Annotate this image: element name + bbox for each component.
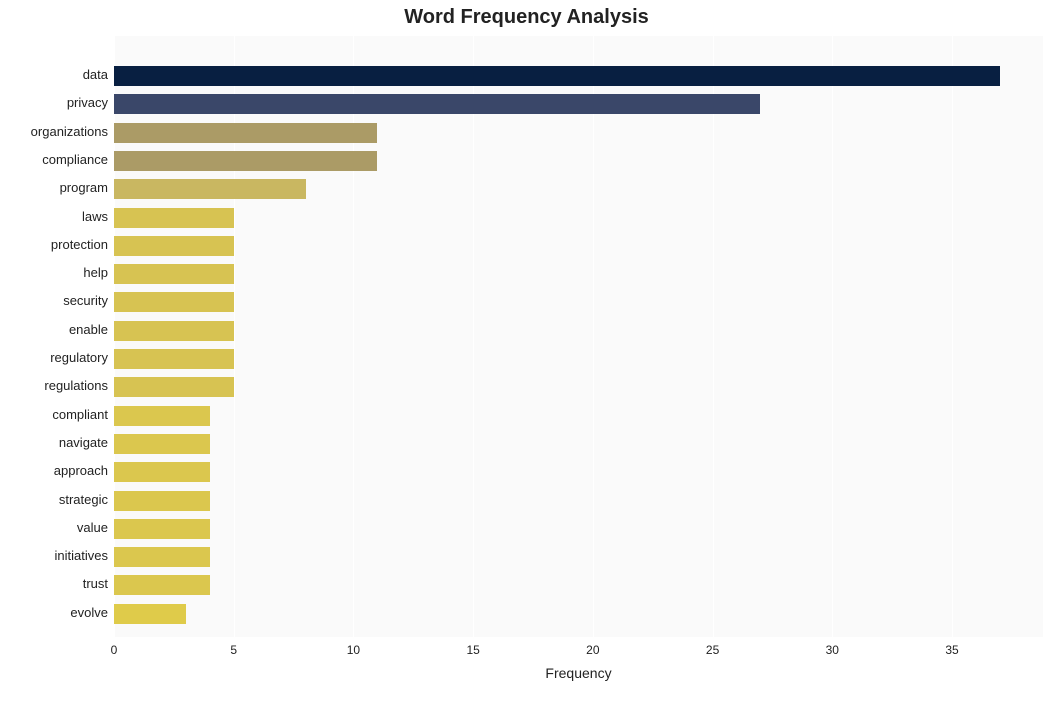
- y-tick-label: privacy: [67, 95, 108, 110]
- bar: [114, 434, 210, 454]
- bar: [114, 604, 186, 624]
- y-tick-label: enable: [69, 322, 108, 337]
- x-axis-title: Frequency: [545, 665, 611, 681]
- bar: [114, 406, 210, 426]
- x-tick-label: 25: [706, 643, 719, 657]
- y-tick-label: laws: [82, 209, 108, 224]
- x-tick-label: 5: [230, 643, 237, 657]
- y-tick-label: trust: [83, 576, 108, 591]
- y-tick-label: compliant: [52, 407, 108, 422]
- bar: [114, 575, 210, 595]
- x-tick-label: 20: [586, 643, 599, 657]
- bar: [114, 321, 234, 341]
- y-tick-label: strategic: [59, 492, 108, 507]
- bar: [114, 547, 210, 567]
- bar: [114, 208, 234, 228]
- bar: [114, 264, 234, 284]
- y-tick-label: compliance: [42, 152, 108, 167]
- y-tick-label: regulatory: [50, 350, 108, 365]
- y-tick-label: help: [83, 265, 108, 280]
- bar: [114, 292, 234, 312]
- y-tick-label: navigate: [59, 435, 108, 450]
- bar: [114, 94, 760, 114]
- bar: [114, 151, 377, 171]
- chart-title: Word Frequency Analysis: [0, 6, 1053, 29]
- gridline: [593, 36, 594, 637]
- bar: [114, 179, 306, 199]
- y-tick-label: evolve: [70, 605, 108, 620]
- bar: [114, 123, 377, 143]
- y-tick-label: protection: [51, 237, 108, 252]
- gridline: [473, 36, 474, 637]
- y-tick-label: approach: [54, 463, 108, 478]
- gridline: [713, 36, 714, 637]
- gridline: [832, 36, 833, 637]
- x-tick-label: 15: [466, 643, 479, 657]
- y-tick-label: regulations: [44, 378, 108, 393]
- plot-area: [114, 36, 1043, 637]
- bar: [114, 349, 234, 369]
- gridline: [952, 36, 953, 637]
- y-tick-label: program: [60, 180, 108, 195]
- bar: [114, 491, 210, 511]
- x-tick-label: 30: [826, 643, 839, 657]
- y-tick-label: data: [83, 67, 108, 82]
- bar: [114, 66, 1000, 86]
- x-tick-label: 0: [111, 643, 118, 657]
- word-frequency-chart: Word Frequency Analysis Frequency 0 5 10 15…: [0, 0, 1053, 701]
- y-tick-label: initiatives: [55, 548, 108, 563]
- y-tick-label: security: [63, 293, 108, 308]
- x-tick-label: 35: [945, 643, 958, 657]
- y-tick-label: value: [77, 520, 108, 535]
- bar: [114, 377, 234, 397]
- x-tick-label: 10: [347, 643, 360, 657]
- bar: [114, 462, 210, 482]
- y-tick-label: organizations: [31, 124, 108, 139]
- bar: [114, 519, 210, 539]
- bar: [114, 236, 234, 256]
